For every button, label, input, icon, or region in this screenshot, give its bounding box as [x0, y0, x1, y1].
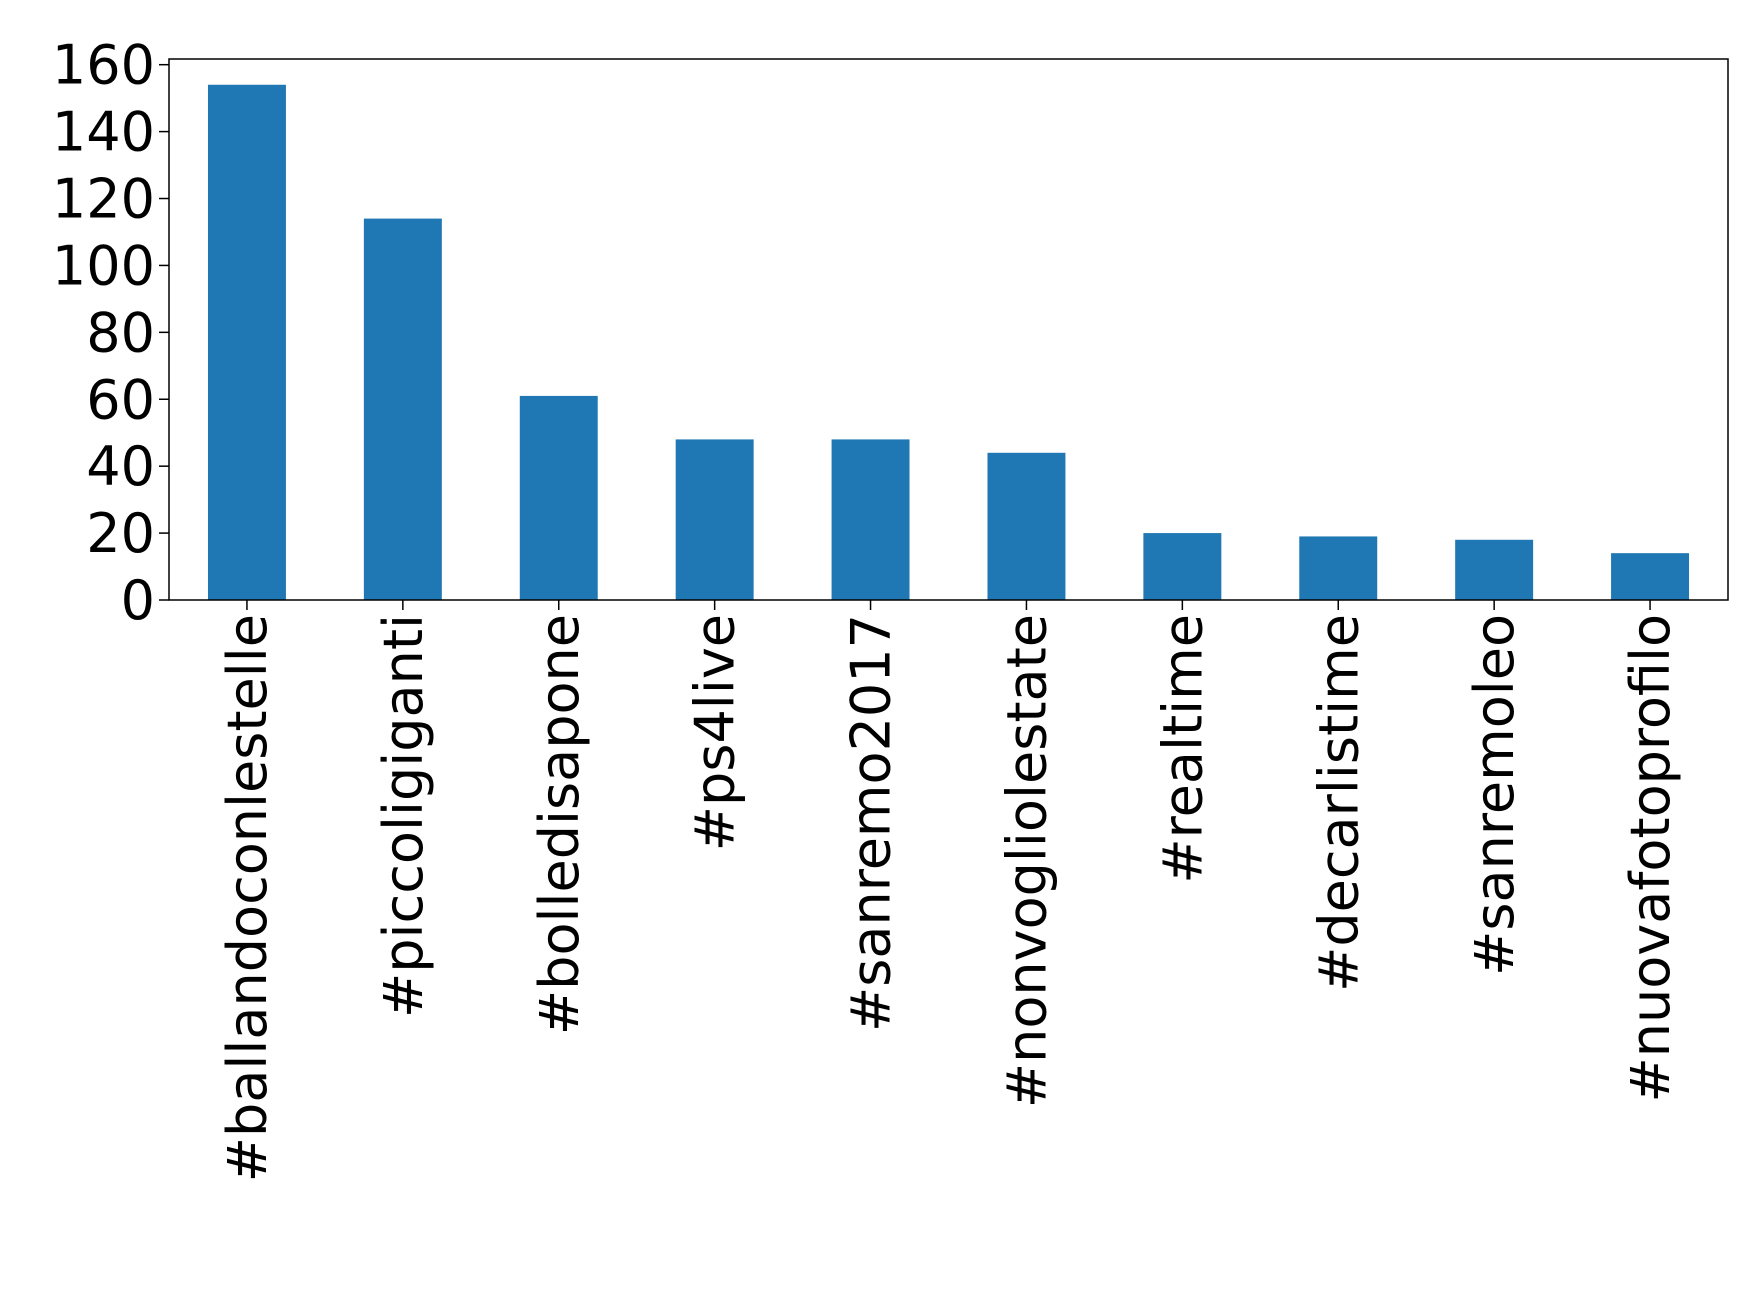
plot-frame	[168, 58, 1729, 601]
x-tick-label: #nuovafotoprofilo	[1619, 614, 1682, 1102]
bar	[1143, 533, 1222, 600]
y-tick-label: 60	[86, 368, 155, 431]
bar	[519, 395, 598, 600]
y-tick-label: 120	[52, 168, 155, 231]
y-tick-label: 160	[52, 34, 155, 97]
x-tick-label: #bolledisapone	[528, 614, 591, 1035]
x-tick-label: #sanremoleo	[1463, 614, 1526, 976]
x-tick-label: #piccoligiganti	[372, 614, 435, 1018]
bar	[1455, 539, 1534, 600]
bar	[363, 218, 442, 601]
x-tick-label: #ps4live	[684, 614, 747, 851]
y-tick-label: 100	[52, 234, 155, 297]
x-tick-label: #decarlistime	[1307, 614, 1370, 992]
y-tick-label: 80	[86, 301, 155, 364]
bar	[675, 439, 754, 600]
x-tick-label: #realtime	[1151, 614, 1214, 884]
y-tick-label: 20	[86, 502, 155, 565]
bar	[831, 439, 910, 600]
y-tick-label: 0	[121, 569, 155, 632]
bar	[1611, 553, 1690, 600]
y-tick-label: 40	[86, 435, 155, 498]
bar	[987, 452, 1066, 600]
bar	[207, 84, 286, 600]
x-tick-label: #nonvogliolestate	[995, 614, 1058, 1108]
x-tick-label: #ballandoconlestelle	[216, 614, 279, 1182]
x-tick-label: #sanremo2017	[840, 614, 903, 1032]
y-tick-label: 140	[52, 101, 155, 164]
bar	[1299, 536, 1378, 600]
